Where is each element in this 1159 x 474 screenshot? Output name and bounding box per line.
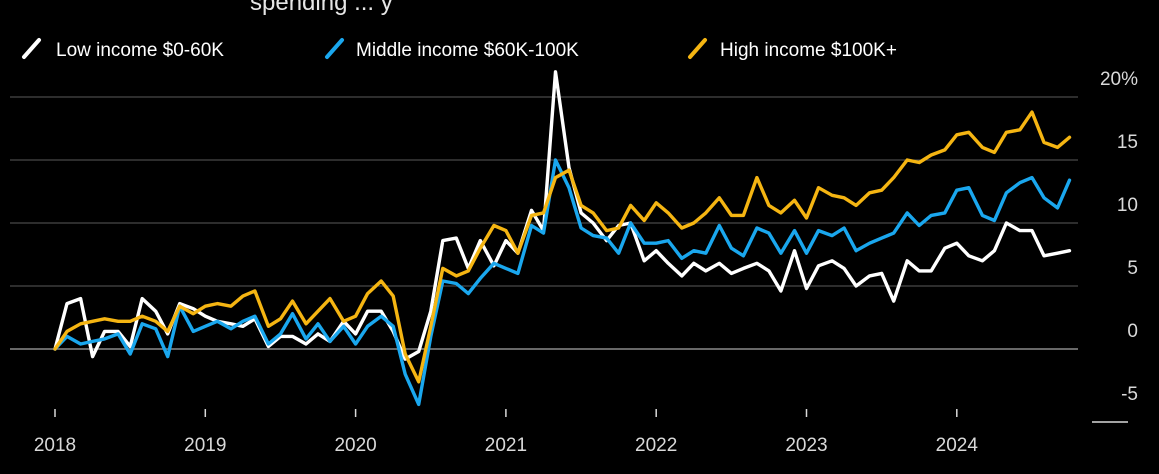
x-tick-label: 2021 (485, 435, 527, 456)
y-tick-label: 10 (1117, 195, 1138, 216)
y-tick-label: 0 (1127, 321, 1138, 342)
series-line-high-income (53, 110, 1072, 384)
x-tick-label: 2018 (34, 435, 76, 456)
x-tick-label: 2024 (936, 435, 979, 456)
y-tick-label: 5 (1127, 258, 1138, 279)
legend-item-middle-income: Middle income $60K-100K (325, 38, 579, 61)
legend-label-low-income: Low income $0-60K (56, 40, 224, 61)
legend-item-low-income: Low income $0-60K (22, 38, 224, 61)
legend: Low income $0-60K Middle income $60K-100… (22, 38, 897, 61)
y-tick-label: 20% (1100, 69, 1138, 90)
series-lines (53, 70, 1072, 407)
y-tick-label: -5 (1121, 384, 1138, 405)
x-tick-label: 2020 (334, 435, 376, 456)
legend-swatch-middle-income (325, 38, 344, 59)
y-tick-label: 15 (1117, 132, 1138, 153)
x-tick-label: 2019 (184, 435, 226, 456)
legend-swatch-low-income (22, 38, 41, 59)
series-line-low-income (53, 70, 1072, 361)
x-axis: 2018 2019 2020 2021 2022 2023 2024 (34, 409, 979, 456)
y-axis-tick-labels: 20% 15 10 5 0 -5 (1092, 69, 1138, 423)
chart-title-fragment: spending ... y (250, 0, 393, 16)
x-tick-label: 2023 (785, 435, 827, 456)
legend-label-middle-income: Middle income $60K-100K (356, 40, 579, 61)
legend-label-high-income: High income $100K+ (720, 40, 897, 61)
legend-swatch-high-income (688, 38, 707, 59)
x-tick-label: 2022 (635, 435, 677, 456)
legend-item-high-income: High income $100K+ (688, 38, 897, 61)
